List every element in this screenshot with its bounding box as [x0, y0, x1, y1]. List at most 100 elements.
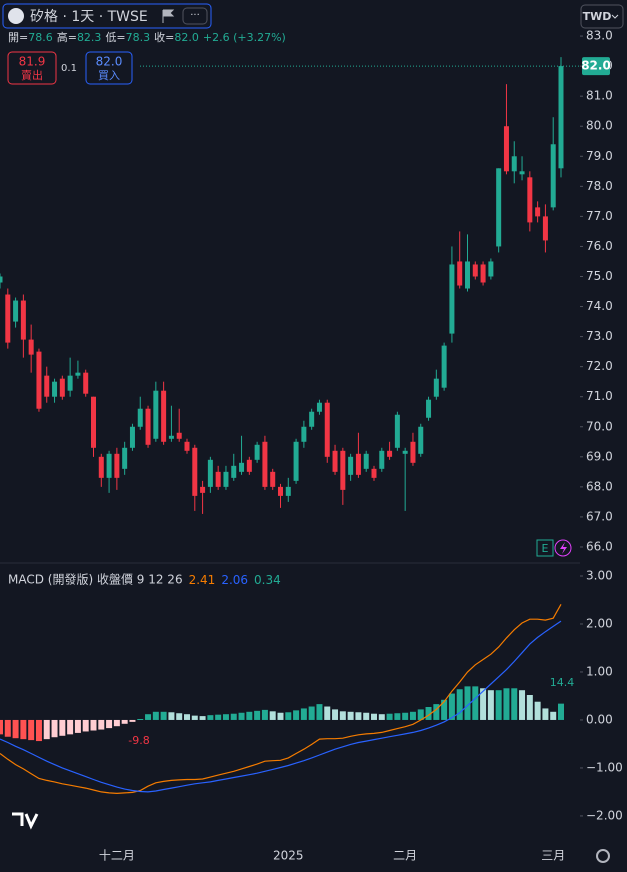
- candle-body: [176, 432, 182, 439]
- candle-body: [426, 399, 432, 418]
- histogram-bar: [51, 719, 58, 738]
- candle-body: [28, 339, 34, 355]
- histogram-bar: [511, 688, 518, 720]
- candle-body: [488, 261, 494, 277]
- histogram-bar: [550, 711, 557, 720]
- candle-body: [168, 435, 174, 439]
- histogram-bar: [160, 711, 167, 720]
- histogram-bar: [448, 693, 455, 720]
- histogram-bar: [363, 712, 370, 720]
- candle-body: [91, 396, 96, 448]
- candle-body: [348, 456, 354, 475]
- candle-body: [496, 168, 502, 247]
- histogram-bar: [417, 709, 424, 720]
- candle-body: [239, 462, 245, 472]
- histogram-bar: [137, 718, 144, 720]
- histogram-bar: [316, 704, 323, 720]
- event-icon[interactable]: [554, 539, 572, 557]
- candle-body: [207, 459, 213, 487]
- candle-body: [67, 375, 73, 391]
- histogram-bar: [409, 711, 416, 720]
- histogram-bar: [261, 709, 268, 720]
- candle-body: [558, 66, 564, 169]
- histogram-bar: [184, 714, 190, 720]
- histogram-bar: [441, 699, 448, 720]
- candle-body: [340, 450, 346, 490]
- candle-body: [379, 450, 385, 469]
- legend-value: 2.06: [221, 573, 248, 587]
- histogram-bar: [300, 708, 307, 720]
- histogram-bar: [308, 706, 315, 720]
- histogram-bar: [12, 719, 19, 739]
- candle-body: [36, 351, 42, 409]
- histogram-bar: [433, 704, 440, 720]
- more-button[interactable]: [182, 7, 208, 25]
- y-tick-label: 68.0: [586, 479, 613, 493]
- candle-body: [301, 426, 307, 442]
- legend-value: 0.34: [254, 573, 281, 587]
- histogram-bar: [371, 713, 377, 720]
- histogram-bar: [176, 713, 183, 720]
- histogram-bar: [324, 706, 331, 720]
- histogram-bar: [402, 712, 409, 720]
- candle-body: [363, 453, 369, 469]
- y-tick-label: 83.0: [586, 29, 613, 43]
- histogram-bar: [113, 719, 120, 727]
- histogram-bar: [355, 712, 362, 720]
- ohlc-value: 82.3: [77, 31, 102, 44]
- symbol-icon: [8, 8, 24, 24]
- histogram-bar: [82, 719, 89, 732]
- histogram-bar: [558, 703, 564, 720]
- buy-button[interactable]: [85, 51, 133, 85]
- histogram-bar: [90, 719, 97, 731]
- histogram-bar: [35, 719, 42, 742]
- histogram-bar: [480, 688, 487, 720]
- y-tick-label: 77.0: [586, 209, 613, 223]
- candle-body: [402, 450, 408, 454]
- histogram-bar: [106, 719, 113, 729]
- candle-body: [527, 177, 533, 223]
- candle-body: [316, 402, 322, 412]
- histogram-bar: [495, 690, 502, 720]
- candle-body: [44, 375, 50, 397]
- candle-body: [503, 126, 509, 172]
- currency-button[interactable]: [580, 4, 624, 29]
- spread: 0.1: [61, 63, 77, 74]
- histogram-bar: [43, 719, 50, 740]
- legend-value: 2.41: [189, 573, 216, 587]
- histogram-bar: [59, 719, 66, 736]
- candle-body: [215, 471, 221, 487]
- flag-icon[interactable]: [162, 9, 175, 23]
- histogram-bar: [394, 713, 401, 720]
- ohlc-line: 開=78.6 高=82.3 低=78.3 收=82.0 +2.6 (+3.27%): [8, 30, 286, 44]
- buy-label: 買入: [98, 69, 120, 82]
- ohlc-change: +2.6 (+3.27%): [203, 31, 286, 44]
- histogram-bar: [98, 719, 105, 730]
- histogram-bar: [129, 719, 136, 722]
- candle-body: [231, 465, 237, 478]
- candle-body: [153, 390, 159, 439]
- histogram-bar: [487, 690, 494, 720]
- candle-body: [98, 456, 104, 478]
- candle-body: [5, 294, 11, 343]
- more-dots: ···: [190, 10, 200, 21]
- histogram-bar: [425, 706, 432, 720]
- candle-body: [542, 216, 548, 241]
- histogram-bar: [222, 714, 229, 720]
- y-tick-label: 70.0: [586, 419, 613, 433]
- settings-icon[interactable]: [596, 849, 610, 863]
- ohlc-label: 低=: [105, 31, 125, 44]
- sell-button[interactable]: [7, 51, 57, 85]
- symbol-box[interactable]: [2, 3, 212, 29]
- histogram-bar: [277, 712, 284, 720]
- y-tick-label: 66.0: [586, 539, 613, 553]
- symbol-title: 矽格 · 1天 · TWSE: [30, 9, 148, 25]
- y-tick-label: 73.0: [586, 329, 613, 343]
- histogram-bar: [238, 712, 245, 720]
- candle-body: [519, 171, 525, 175]
- earnings-icon[interactable]: [536, 539, 554, 557]
- candle-body: [410, 441, 416, 463]
- ohlc-value: 78.3: [126, 31, 151, 44]
- candle-body: [309, 411, 315, 427]
